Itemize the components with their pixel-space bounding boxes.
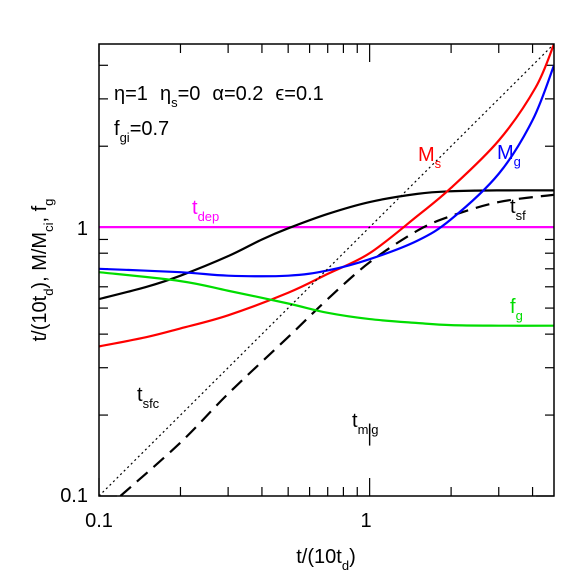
x-tick-label-0.1: 0.1: [85, 510, 113, 532]
label-tsfc: tsfc: [137, 384, 160, 411]
params-line-2: fgi=0.7: [114, 118, 169, 145]
curve-Mg: [99, 64, 554, 278]
label-Mg: Mg: [497, 142, 521, 169]
x-axis-label: t/(10td): [296, 546, 355, 573]
curves-layer: [99, 44, 554, 496]
params-line-1: η=1 ηs=0 α=0.2 ϵ=0.1: [114, 83, 324, 110]
label-tmig: tmig: [352, 410, 379, 437]
x-tick-label-1: 1: [360, 510, 371, 532]
y-tick-label-1: 1: [77, 218, 88, 240]
plot-frame: [98, 43, 555, 497]
label-tdep: tdep: [192, 197, 219, 224]
curve-tsf: [99, 189, 554, 301]
label-Ms: Ms: [418, 144, 442, 171]
y-axis-label: t/(10td), M/Mci, fg: [29, 199, 56, 342]
curve-tsfc: [99, 44, 554, 496]
curve-fg: [99, 271, 554, 327]
curve-Ms: [99, 44, 554, 348]
y-tick-label-0.1: 0.1: [60, 485, 88, 507]
label-tsf: tsf: [510, 196, 526, 223]
label-fg: fg: [510, 296, 523, 323]
curve-tsf_dashed: [119, 193, 554, 496]
